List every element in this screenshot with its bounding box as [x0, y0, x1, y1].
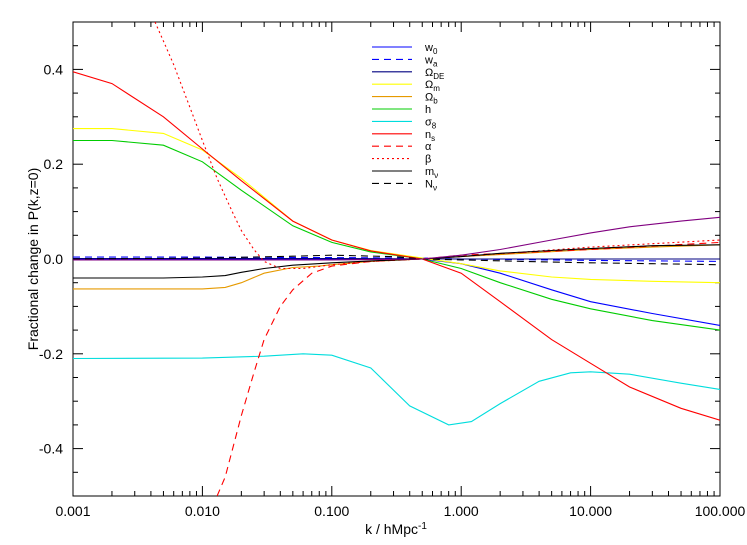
series-line-beta — [154, 22, 720, 270]
y-tick-labels: -0.4 -0.2 0.0 0.2 0.4 — [39, 61, 63, 456]
legend-label-ob: Ωb — [425, 92, 438, 106]
series-line-mnu — [73, 244, 720, 279]
series-line-ns — [73, 71, 720, 421]
series-line-ob — [73, 244, 720, 290]
legend-label-Nnu: Nν — [425, 178, 437, 192]
series-lines — [73, 22, 720, 496]
series-line-s8 — [73, 353, 720, 426]
y-tick-label: 0.2 — [44, 156, 64, 172]
y-tick-label: 0.0 — [44, 251, 64, 267]
legend-label-w0: w0 — [424, 42, 438, 56]
x-tick-label: 0.001 — [55, 503, 90, 519]
legend-label-beta: β — [425, 154, 431, 166]
legend-label-alpha: α — [425, 141, 432, 153]
x-tick-label: 100.000 — [695, 503, 746, 519]
series-line-h — [73, 139, 720, 331]
x-tick-labels: 0.001 0.010 0.100 1.000 10.000 100.000 — [55, 503, 745, 519]
axis-ticks — [72, 21, 721, 497]
legend-label-mnu: mν — [425, 166, 438, 180]
x-tick-label: 0.100 — [314, 503, 349, 519]
legend-label-wa: wa — [424, 54, 438, 68]
y-tick-label: -0.2 — [39, 346, 63, 362]
y-tick-label: -0.4 — [39, 441, 63, 457]
legend-label-om: Ωm — [425, 79, 440, 93]
legend-label-h: h — [425, 104, 431, 116]
series-line-purple — [73, 216, 720, 261]
y-axis-label: Fractional change in P(k,z=0) — [25, 168, 41, 350]
x-tick-label: 1.000 — [444, 503, 479, 519]
x-tick-label: 10.000 — [569, 503, 612, 519]
legend-label-ode: ΩDE — [425, 67, 444, 81]
legend-label-ns: ns — [425, 129, 435, 143]
legend-label-s8: σ8 — [425, 116, 437, 130]
x-tick-label: 0.010 — [185, 503, 220, 519]
series-line-alpha — [216, 241, 720, 496]
x-axis-label: k / hMpc-1 — [365, 521, 427, 537]
y-tick-label: 0.4 — [44, 61, 64, 77]
